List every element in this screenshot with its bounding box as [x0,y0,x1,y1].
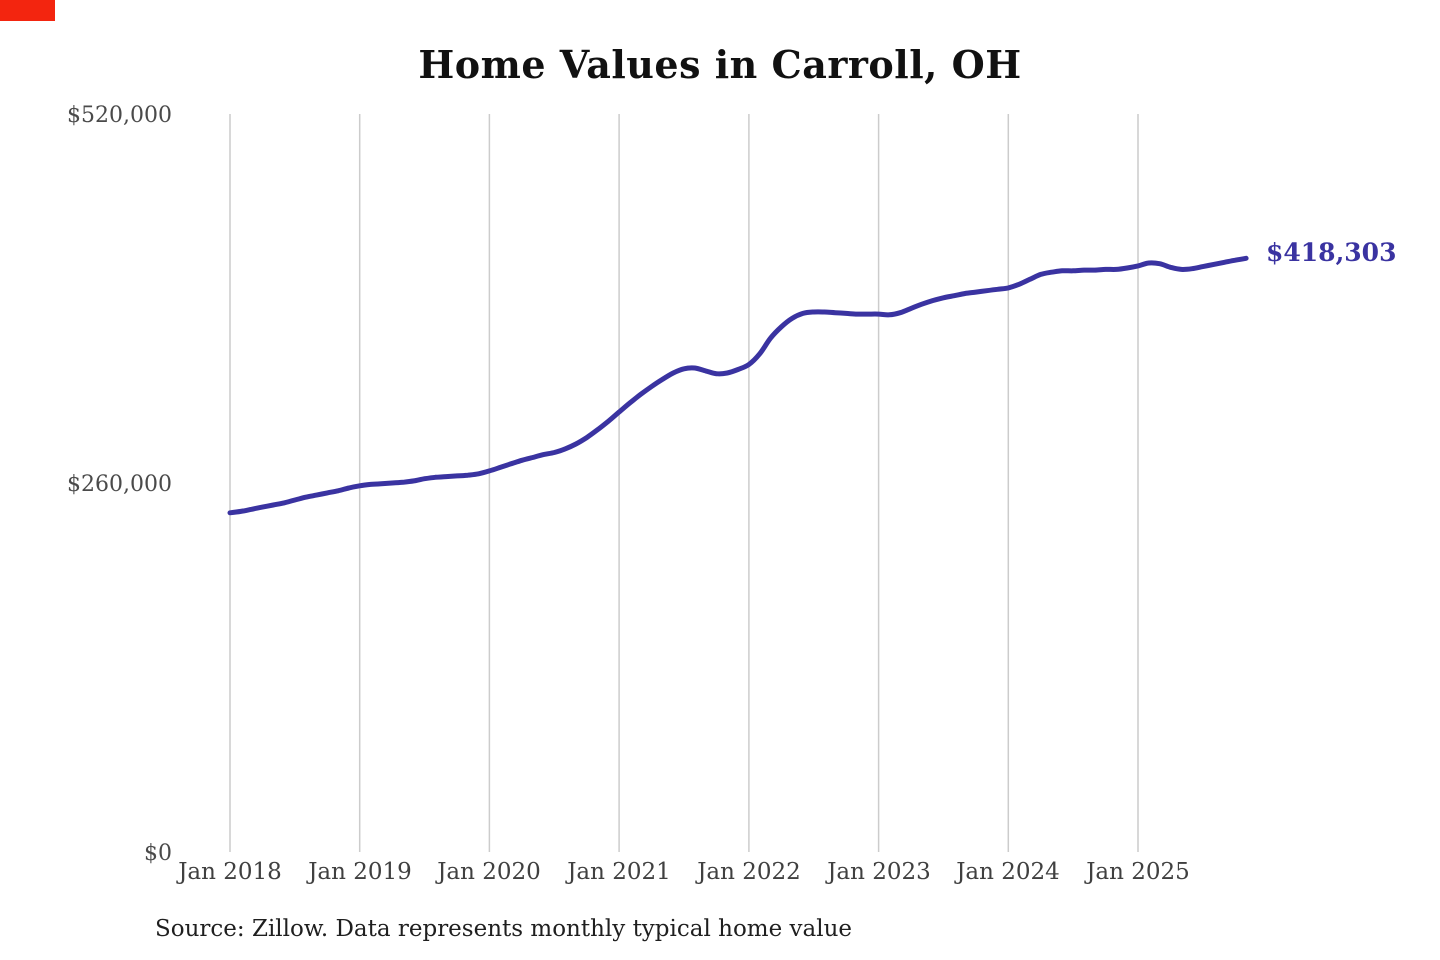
recording-indicator [0,0,55,21]
x-tick-label: Jan 2024 [956,859,1060,885]
y-tick-label: $260,000 [67,472,172,497]
value-line [227,255,1249,516]
x-tick-label: Jan 2021 [567,859,671,885]
x-tick-label: Jan 2025 [1086,859,1190,885]
x-tick-label: Jan 2018 [178,859,282,885]
y-tick-label: $0 [144,841,172,866]
x-tick-label: Jan 2020 [437,859,541,885]
source-note: Source: Zillow. Data represents monthly … [155,916,853,942]
x-tick-label: Jan 2019 [308,859,412,885]
x-tick-label: Jan 2022 [697,859,801,885]
x-tick-label: Jan 2023 [827,859,931,885]
current-value-label: $418,303 [1266,238,1397,267]
y-tick-label: $520,000 [67,103,172,128]
chart-title: Home Values in Carroll, OH [418,42,1022,87]
